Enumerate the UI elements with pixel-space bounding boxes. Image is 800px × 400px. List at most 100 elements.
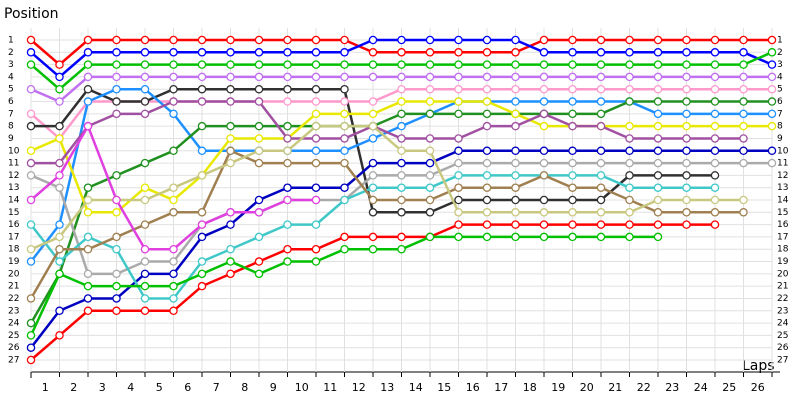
position-marker	[140, 294, 150, 303]
position-marker	[511, 84, 520, 94]
y-tick-label: 2	[8, 48, 14, 58]
position-marker	[340, 72, 349, 82]
position-marker	[653, 72, 663, 82]
position-marker	[425, 48, 435, 57]
position-marker	[425, 232, 435, 242]
position-marker	[55, 257, 64, 266]
position-marker	[454, 232, 463, 242]
position-marker	[112, 306, 121, 316]
position-marker	[539, 171, 549, 180]
position-marker	[625, 48, 634, 57]
position-marker	[511, 48, 520, 57]
x-tick-label: 7	[213, 381, 220, 394]
position-marker	[454, 158, 463, 168]
position-marker	[710, 195, 720, 205]
position-marker	[226, 60, 235, 69]
position-marker	[83, 269, 93, 279]
y-tick-label-right: 18	[777, 245, 789, 255]
position-marker	[425, 72, 435, 82]
position-marker	[112, 232, 121, 242]
y-tick-label-right: 26	[777, 343, 789, 353]
position-marker	[596, 232, 606, 242]
y-tick-label-right: 15	[777, 208, 788, 218]
y-tick-label: 14	[8, 196, 20, 206]
y-tick-label-right: 10	[777, 146, 789, 156]
position-marker	[568, 195, 577, 205]
position-marker	[454, 35, 463, 45]
position-marker	[26, 331, 36, 340]
position-marker	[283, 60, 292, 69]
position-marker	[739, 121, 748, 131]
position-marker	[169, 183, 178, 192]
x-tick-label: 1	[42, 381, 49, 394]
position-marker	[767, 84, 777, 94]
position-marker	[625, 60, 634, 69]
position-marker	[83, 306, 93, 316]
position-marker	[710, 171, 720, 180]
position-marker	[197, 220, 207, 229]
position-marker	[568, 60, 577, 69]
position-marker	[112, 60, 121, 69]
position-marker	[55, 331, 64, 340]
position-marker	[425, 109, 435, 119]
position-marker	[454, 109, 463, 119]
position-marker	[482, 109, 492, 119]
position-marker	[539, 48, 549, 57]
position-marker	[368, 134, 378, 143]
y-tick-label: 21	[8, 282, 19, 292]
position-marker	[568, 208, 577, 217]
y-tick-label-right: 8	[777, 122, 783, 132]
position-marker	[55, 84, 64, 94]
position-marker	[197, 146, 207, 156]
position-marker	[682, 35, 691, 45]
position-marker	[368, 121, 378, 131]
y-tick-label-right: 5	[777, 85, 783, 95]
position-marker	[653, 183, 663, 192]
position-marker	[311, 97, 321, 106]
position-marker	[482, 97, 492, 106]
y-tick-label: 3	[8, 60, 14, 70]
position-marker	[368, 195, 378, 205]
position-marker	[226, 97, 235, 106]
position-marker	[140, 281, 150, 291]
position-marker	[55, 220, 64, 229]
position-marker	[710, 121, 720, 131]
position-marker	[511, 183, 520, 192]
y-tick-label-right: 16	[777, 220, 789, 230]
position-marker	[254, 158, 264, 168]
x-tick-label: 17	[494, 381, 508, 394]
position-marker	[254, 232, 264, 242]
position-marker	[596, 183, 606, 192]
position-marker	[283, 48, 292, 57]
position-marker	[625, 171, 634, 180]
y-tick-label: 10	[8, 146, 20, 156]
position-marker	[112, 208, 121, 217]
position-marker	[425, 60, 435, 69]
position-marker	[653, 208, 663, 217]
position-marker	[254, 35, 264, 45]
position-marker	[26, 171, 36, 180]
position-marker	[710, 48, 720, 57]
position-marker	[140, 195, 150, 205]
position-marker	[169, 257, 178, 266]
position-marker	[511, 232, 520, 242]
position-marker	[112, 97, 121, 106]
position-marker	[83, 208, 93, 217]
position-marker	[26, 109, 36, 119]
position-marker	[340, 84, 349, 94]
y-tick-label-right: 7	[777, 109, 783, 119]
position-marker	[83, 294, 93, 303]
y-axis-title: Position	[4, 6, 59, 22]
position-marker	[397, 195, 406, 205]
position-marker	[539, 232, 549, 242]
x-tick-label: 4	[127, 381, 134, 394]
x-tick-label: 9	[270, 381, 277, 394]
position-marker	[539, 208, 549, 217]
position-marker	[55, 60, 64, 69]
y-tick-label: 11	[8, 159, 19, 169]
position-marker	[26, 84, 36, 94]
y-tick-label: 17	[8, 232, 19, 242]
position-marker	[197, 269, 207, 279]
x-tick-label: 21	[608, 381, 622, 394]
position-marker	[26, 318, 36, 328]
